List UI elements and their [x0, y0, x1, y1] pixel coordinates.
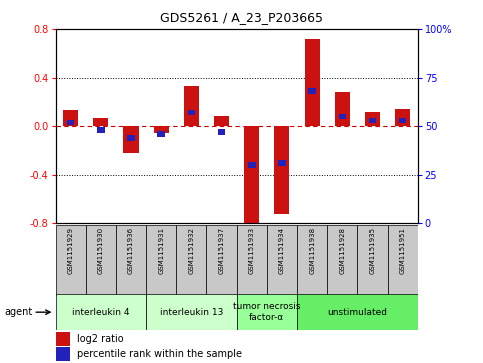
Bar	[399, 118, 407, 123]
Text: GSM1151930: GSM1151930	[98, 227, 104, 274]
Bar	[297, 225, 327, 296]
Text: tumor necrosis
factor-α: tumor necrosis factor-α	[233, 302, 300, 322]
Bar	[237, 294, 297, 330]
Bar	[237, 225, 267, 296]
Text: GSM1151931: GSM1151931	[158, 227, 164, 274]
Bar	[369, 118, 376, 123]
Text: agent: agent	[5, 307, 33, 317]
Bar	[56, 332, 70, 346]
Bar	[146, 294, 237, 330]
Text: GSM1151933: GSM1151933	[249, 227, 255, 274]
Bar	[248, 162, 256, 168]
Bar	[56, 347, 70, 361]
Bar	[214, 117, 229, 126]
Text: GSM1151936: GSM1151936	[128, 227, 134, 274]
Bar	[365, 111, 380, 126]
Bar	[56, 294, 146, 330]
Text: log2 ratio: log2 ratio	[77, 334, 124, 344]
Bar	[184, 86, 199, 126]
Bar	[244, 126, 259, 226]
Text: GSM1151934: GSM1151934	[279, 227, 285, 274]
Bar	[124, 126, 139, 153]
Bar	[335, 92, 350, 126]
Text: GSM1151937: GSM1151937	[219, 227, 225, 274]
Bar	[278, 160, 286, 166]
Bar	[267, 225, 297, 296]
Bar	[146, 225, 176, 296]
Bar	[207, 225, 237, 296]
Text: unstimulated: unstimulated	[327, 308, 387, 317]
Text: GDS5261 / A_23_P203665: GDS5261 / A_23_P203665	[160, 11, 323, 24]
Bar	[127, 135, 135, 140]
Bar	[154, 126, 169, 134]
Text: GSM1151932: GSM1151932	[188, 227, 194, 274]
Text: interleukin 4: interleukin 4	[72, 308, 129, 317]
Text: interleukin 13: interleukin 13	[160, 308, 223, 317]
Bar	[327, 225, 357, 296]
Bar	[297, 294, 418, 330]
Text: GSM1151951: GSM1151951	[400, 227, 406, 274]
Bar	[56, 225, 86, 296]
Bar	[97, 127, 105, 133]
Bar	[86, 225, 116, 296]
Bar	[157, 131, 165, 136]
Bar	[308, 89, 316, 94]
Bar	[357, 225, 388, 296]
Bar	[339, 114, 346, 119]
Bar	[395, 109, 410, 126]
Bar	[388, 225, 418, 296]
Bar	[305, 39, 320, 126]
Text: GSM1151938: GSM1151938	[309, 227, 315, 274]
Bar	[116, 225, 146, 296]
Text: GSM1151935: GSM1151935	[369, 227, 375, 274]
Bar	[93, 118, 108, 126]
Text: GSM1151928: GSM1151928	[340, 227, 345, 274]
Text: percentile rank within the sample: percentile rank within the sample	[77, 350, 242, 359]
Bar	[187, 110, 195, 115]
Text: GSM1151929: GSM1151929	[68, 227, 73, 274]
Bar	[274, 126, 289, 213]
Bar	[176, 225, 207, 296]
Bar	[63, 110, 78, 126]
Bar	[67, 119, 74, 125]
Bar	[218, 129, 226, 135]
